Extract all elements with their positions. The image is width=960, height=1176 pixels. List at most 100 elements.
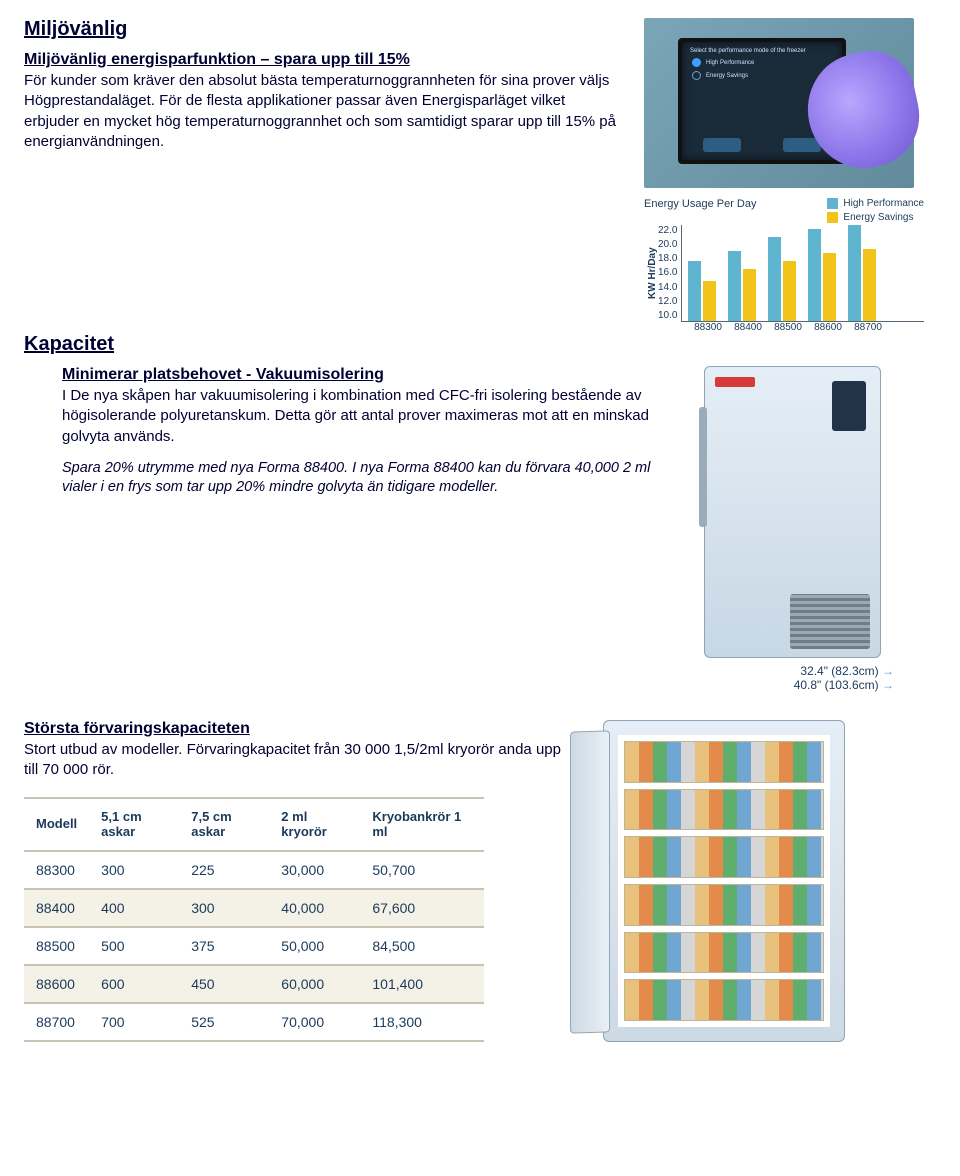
freezer-storage-figure (584, 720, 864, 1042)
xtick: 88500 (768, 322, 808, 333)
table-cell: 70,000 (269, 1003, 360, 1041)
table-header: Kryobankrör 1 ml (360, 798, 484, 851)
ytick: 16.0 (658, 267, 677, 278)
rack-row (624, 932, 824, 974)
xtick: 88600 (808, 322, 848, 333)
legend-swatch-hp (827, 198, 838, 209)
table-cell: 88700 (24, 1003, 89, 1041)
ytick: 10.0 (658, 310, 677, 321)
rack-row (624, 789, 824, 831)
table-cell: 60,000 (269, 965, 360, 1003)
freezer-upright-icon (704, 366, 881, 658)
chart-xlabels: 8830088400885008860088700 (688, 322, 888, 333)
capacity-table: Modell5,1 cm askar7,5 cm askar2 ml kryor… (24, 797, 484, 1042)
chart-legend: High Performance Energy Savings (827, 198, 924, 223)
table-header: 2 ml kryorör (269, 798, 360, 851)
table-header: 7,5 cm askar (179, 798, 269, 851)
table-row: 8850050037550,00084,500 (24, 927, 484, 965)
table-header: Modell (24, 798, 89, 851)
table-row: 8830030022530,00050,700 (24, 851, 484, 889)
table-cell: 88400 (24, 889, 89, 927)
cap-note: Spara 20% utrymme med nya Forma 88400. I… (62, 459, 662, 498)
bar-group (688, 261, 716, 321)
bar-es (863, 249, 876, 321)
rack-row (624, 741, 824, 783)
table-header-row: Modell5,1 cm askar7,5 cm askar2 ml kryor… (24, 798, 484, 851)
bar-group (808, 229, 836, 321)
storage-subheading: Största förvaringskapaciteten (24, 720, 564, 738)
table-cell: 300 (89, 851, 179, 889)
right-column-env: Select the performance mode of the freez… (644, 18, 934, 333)
rack-row (624, 979, 824, 1021)
bar-hp (808, 229, 821, 321)
bar-group (848, 225, 876, 321)
freezer-racks (618, 735, 830, 1027)
freezer-upright-figure: 32.4" (82.3cm) → 40.8" (103.6cm) → (682, 366, 912, 692)
table-cell: 375 (179, 927, 269, 965)
opt-es: Energy Savings (706, 73, 748, 79)
table-header: 5,1 cm askar (89, 798, 179, 851)
table-cell: 600 (89, 965, 179, 1003)
table-cell: 88500 (24, 927, 89, 965)
table-cell: 525 (179, 1003, 269, 1041)
ytick: 22.0 (658, 225, 677, 236)
bar-hp (848, 225, 861, 321)
dim-1: 32.4" (82.3cm) (800, 664, 878, 678)
chart-plot (681, 225, 924, 322)
freezer-open-icon (603, 720, 845, 1042)
cap-body: I De nya skåpen har vakuumisolering i ko… (62, 386, 662, 447)
freezer-door (570, 730, 610, 1033)
table-cell: 50,700 (360, 851, 484, 889)
table-cell: 30,000 (269, 851, 360, 889)
bar-group (768, 237, 796, 321)
freezer-dimensions: 32.4" (82.3cm) → 40.8" (103.6cm) → (682, 664, 902, 692)
bar-hp (728, 251, 741, 321)
table-cell: 225 (179, 851, 269, 889)
table-cell: 67,600 (360, 889, 484, 927)
legend-hp: High Performance (843, 198, 924, 209)
storage-body: Stort utbud av modeller. Förvaringkapaci… (24, 740, 564, 781)
env-subheading: Miljövänlig energisparfunktion – spara u… (24, 51, 624, 69)
radio-es-icon (692, 71, 701, 80)
table-cell: 101,400 (360, 965, 484, 1003)
table-row: 8870070052570,000118,300 (24, 1003, 484, 1041)
table-cell: 500 (89, 927, 179, 965)
bar-es (823, 253, 836, 321)
rack-row (624, 884, 824, 926)
chart-ylabel: KW Hr/Day (644, 225, 658, 322)
table-cell: 300 (179, 889, 269, 927)
bar-group (728, 251, 756, 321)
table-cell: 400 (89, 889, 179, 927)
table-cell: 450 (179, 965, 269, 1003)
ytick: 12.0 (658, 296, 677, 307)
freezer-vent (790, 594, 870, 649)
legend-es: Energy Savings (843, 212, 913, 223)
table-cell: 88300 (24, 851, 89, 889)
bar-hp (768, 237, 781, 321)
xtick: 88400 (728, 322, 768, 333)
screen-back-button (703, 138, 741, 152)
freezer-brand-badge (715, 377, 755, 387)
chart-yticks: 22.020.018.016.014.012.010.0 (658, 225, 681, 321)
energy-chart: Energy Usage Per Day High Performance En… (644, 198, 924, 333)
env-body: För kunder som kräver den absolut bästa … (24, 71, 624, 152)
dim-2: 40.8" (103.6cm) (794, 678, 879, 692)
section-heading-cap: Kapacitet (24, 333, 936, 356)
radio-hp-icon (692, 58, 701, 67)
arrow-icon: → (882, 678, 894, 692)
table-cell: 40,000 (269, 889, 360, 927)
chart-title: Energy Usage Per Day (644, 198, 757, 210)
legend-swatch-es (827, 212, 838, 223)
opt-hp: High Performance (706, 60, 754, 66)
cap-subheading: Minimerar platsbehovet - Vakuumisolering (62, 366, 662, 384)
bar-es (783, 261, 796, 321)
bar-es (703, 281, 716, 321)
freezer-handle (699, 407, 707, 527)
arrow-icon: → (882, 664, 894, 678)
rack-row (624, 836, 824, 878)
screen-title: Select the performance mode of the freez… (682, 42, 842, 56)
section-heading-env: Miljövänlig (24, 18, 624, 41)
table-cell: 700 (89, 1003, 179, 1041)
bar-es (743, 269, 756, 321)
freezer-control-panel (832, 381, 866, 431)
